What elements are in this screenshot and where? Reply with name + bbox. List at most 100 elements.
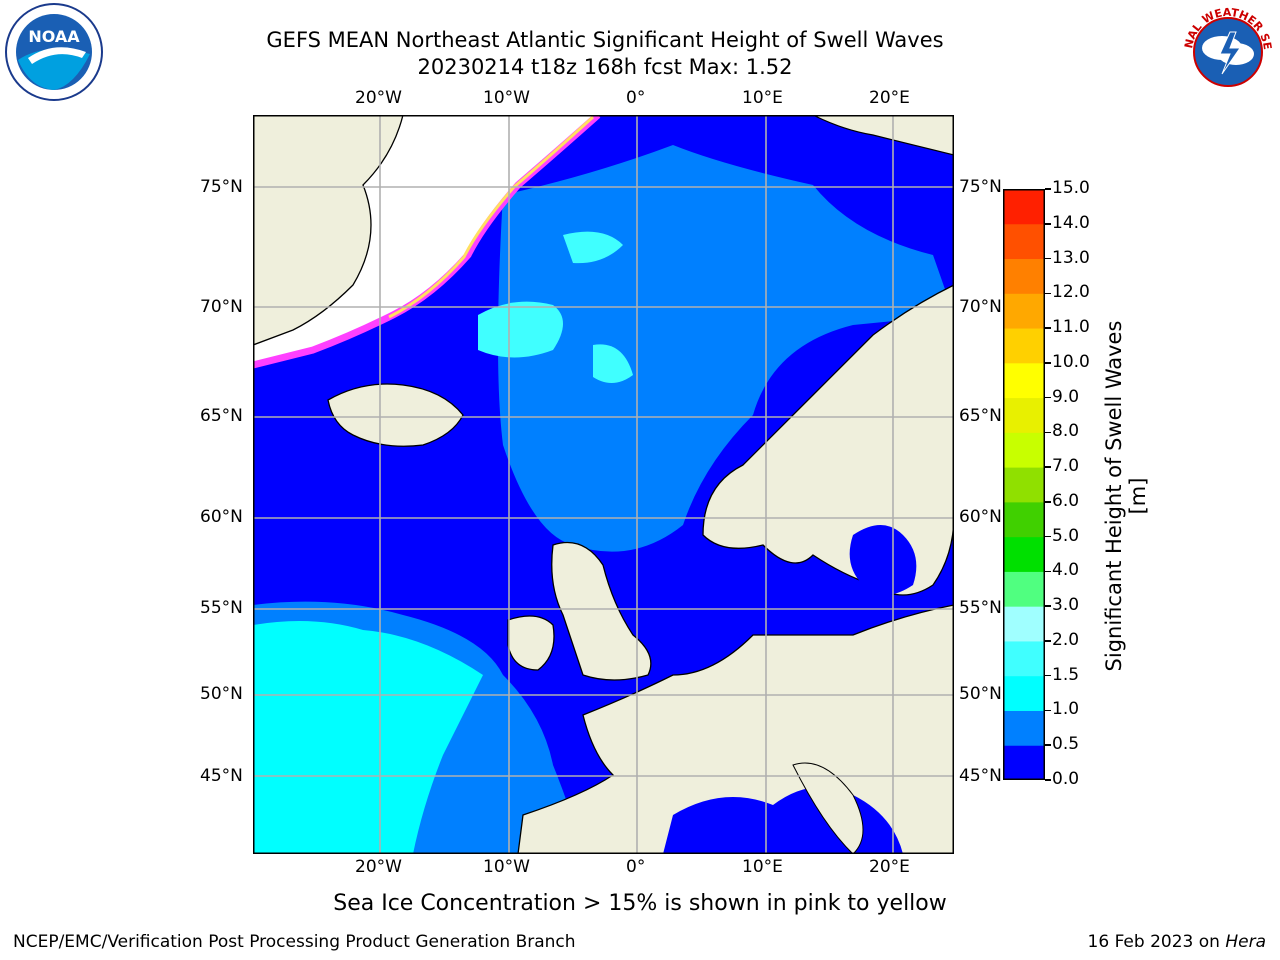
- colorbar-swatch: [1003, 501, 1045, 538]
- lat-tick-left-65n: 65°N: [200, 406, 243, 426]
- colorbar-swatch: [1003, 328, 1045, 364]
- colorbar-tick-label: 1.5: [1052, 664, 1080, 685]
- lon-tick-bottom-10w: 10°W: [483, 857, 530, 877]
- colorbar-tick-mark: [1045, 570, 1051, 573]
- colorbar-tick-label: 15.0: [1052, 178, 1090, 198]
- lat-tick-left-70n: 70°N: [200, 297, 243, 317]
- sea-ice-edge-yellow: [388, 115, 595, 319]
- colorbar-tick-label: 0.0: [1052, 769, 1080, 789]
- ireland-land: [507, 615, 555, 671]
- iceland-land: [327, 383, 464, 447]
- noaa-logo: NOAA: [4, 2, 104, 102]
- italy-land: [792, 762, 864, 854]
- lon-tick-top-0: 0°: [626, 88, 646, 108]
- colorbar-tick-label: 3.0: [1052, 595, 1080, 616]
- wave-band-light: [253, 621, 483, 854]
- colorbar-tick-label: 2.0: [1052, 629, 1080, 650]
- wave-band-pale-2: [563, 231, 623, 264]
- colorbar-label: Significant Height of Swell Waves [m]: [1102, 306, 1150, 686]
- greenland-land: [253, 115, 404, 346]
- map-frame: [253, 115, 954, 854]
- colorbar-swatch: [1003, 362, 1045, 399]
- colorbar-tick-label: 9.0: [1052, 386, 1080, 407]
- lat-tick-left-50n: 50°N: [200, 684, 243, 704]
- colorbar-tick-mark: [1045, 188, 1051, 190]
- colorbar-swatch: [1003, 258, 1045, 294]
- lat-tick-right-60n: 60°N: [959, 507, 1002, 527]
- lon-tick-top-20w: 20°W: [355, 88, 402, 108]
- colorbar-tick-mark: [1045, 709, 1051, 712]
- colorbar-tick-mark: [1045, 466, 1051, 468]
- lat-tick-right-50n: 50°N: [959, 684, 1002, 704]
- lat-tick-right-75n: 75°N: [959, 177, 1002, 197]
- colorbar-svg: [1003, 189, 1045, 781]
- lat-tick-left-55n: 55°N: [200, 598, 243, 618]
- svalbard-land: [812, 115, 954, 156]
- lon-tick-top-20e: 20°E: [869, 88, 910, 108]
- colorbar-swatch: [1003, 467, 1045, 503]
- lat-tick-left-75n: 75°N: [200, 177, 243, 197]
- chart-title: GEFS MEAN Northeast Atlantic Significant…: [266, 28, 944, 52]
- lon-tick-top-10w: 10°W: [483, 88, 530, 108]
- colorbar-tick-mark: [1045, 396, 1051, 399]
- lon-tick-bottom-0: 0°: [626, 857, 646, 877]
- colorbar-tick-label: 0.5: [1052, 734, 1080, 755]
- footer-host: Hera: [1225, 932, 1266, 952]
- colorbar-swatch: [1003, 710, 1045, 746]
- colorbar-swatch: [1003, 640, 1045, 677]
- colorbar-tick-label: 8.0: [1052, 421, 1080, 442]
- colorbar-tick-mark: [1045, 327, 1051, 329]
- colorbar-tick-mark: [1045, 501, 1051, 503]
- colorbar-tick-mark: [1045, 257, 1051, 260]
- colorbar-swatch: [1003, 675, 1045, 711]
- colorbar-tick-mark: [1045, 362, 1051, 364]
- lon-tick-top-10e: 10°E: [742, 88, 783, 108]
- footer-date-text: 16 Feb 2023 on: [1087, 932, 1226, 952]
- colorbar-swatch: [1003, 189, 1045, 225]
- wave-band-pale-3: [593, 344, 633, 384]
- colorbar-swatch: [1003, 432, 1045, 468]
- colorbar-tick-mark: [1045, 292, 1051, 295]
- colorbar-swatch: [1003, 397, 1045, 433]
- colorbar-swatch: [1003, 293, 1045, 329]
- colorbar-tick-mark: [1045, 535, 1051, 538]
- colorbar-swatch: [1003, 536, 1045, 572]
- noaa-logo-text: NOAA: [28, 27, 80, 46]
- lat-tick-right-70n: 70°N: [959, 297, 1002, 317]
- colorbar-swatch: [1003, 571, 1045, 607]
- lat-tick-left-60n: 60°N: [200, 507, 243, 527]
- colorbar-tick-mark: [1045, 744, 1051, 746]
- colorbar-tick-label: 12.0: [1052, 282, 1090, 303]
- graticule: [253, 115, 954, 854]
- colorbar-swatch: [1003, 223, 1045, 260]
- lat-tick-left-45n: 45°N: [200, 766, 243, 786]
- nws-logo: NATIONAL WEATHER SERVICE: [1173, 0, 1278, 102]
- lat-tick-right-65n: 65°N: [959, 406, 1002, 426]
- lat-tick-right-45n: 45°N: [959, 766, 1002, 786]
- colorbar-tick-label: 11.0: [1052, 317, 1090, 338]
- colorbar-tick-label: 6.0: [1052, 490, 1080, 511]
- colorbar-tick-mark: [1045, 779, 1051, 781]
- great-britain-land: [551, 541, 652, 681]
- colorbar-tick-label: 7.0: [1052, 456, 1080, 477]
- colorbar-swatch: [1003, 606, 1045, 642]
- lon-tick-bottom-20e: 20°E: [869, 857, 910, 877]
- footer-org: NCEP/EMC/Verification Post Processing Pr…: [13, 932, 576, 952]
- colorbar: [1003, 189, 1045, 781]
- colorbar-tick-mark: [1045, 640, 1051, 642]
- colorbar-tick-mark: [1045, 674, 1051, 677]
- colorbar-tick-label: 4.0: [1052, 560, 1080, 581]
- colorbar-label-text: Significant Height of Swell Waves [m]: [1102, 320, 1150, 672]
- swell-height-map: [253, 115, 954, 854]
- colorbar-tick-label: 1.0: [1052, 699, 1080, 720]
- chart-subtitle: 20230214 t18z 168h fcst Max: 1.52: [417, 55, 793, 79]
- colorbar-swatch: [1003, 745, 1045, 781]
- lat-tick-right-55n: 55°N: [959, 598, 1002, 618]
- colorbar-tick-label: 13.0: [1052, 247, 1090, 268]
- colorbar-tick-label: 5.0: [1052, 525, 1080, 546]
- lon-tick-bottom-10e: 10°E: [742, 857, 783, 877]
- colorbar-tick-label: 10.0: [1052, 351, 1090, 372]
- colorbar-frame: [1003, 189, 1045, 780]
- baltic-sea: [849, 525, 917, 595]
- map-panel: [253, 115, 954, 854]
